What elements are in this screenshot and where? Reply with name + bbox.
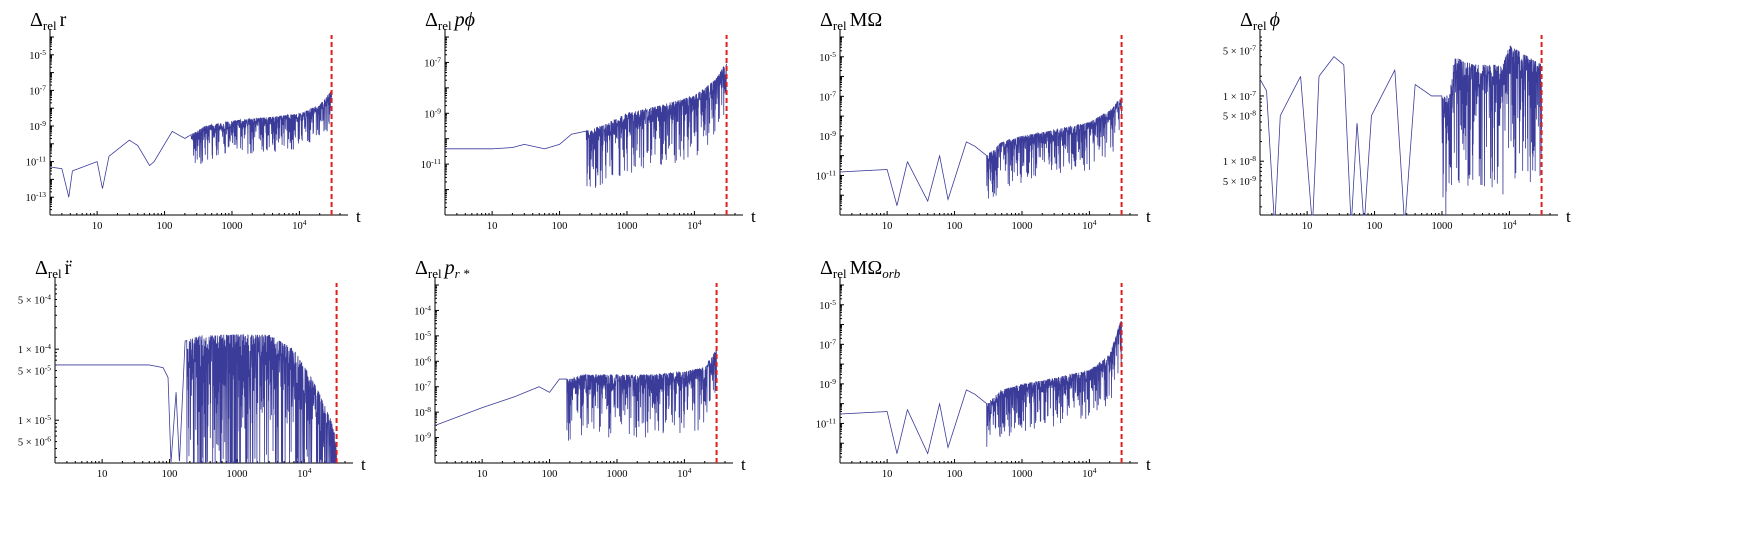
y-tick-label: 10-5	[819, 50, 836, 64]
y-tick-label: 5 × 10-9	[1223, 174, 1256, 188]
x-axis-label: t	[751, 207, 756, 226]
x-axis-label: t	[1566, 207, 1571, 226]
chart-title: Δrel ϕ	[1240, 9, 1280, 33]
chart-panel: Δrel r 10 100 1000 104 10-5 10-7 10-9 10-11 10-13 t	[10, 2, 410, 257]
chart-title: Δrel MΩorb	[820, 257, 901, 281]
y-tick-label: 1 × 10-8	[1223, 154, 1256, 168]
series-line	[1259, 45, 1542, 216]
x-tick-label: 104	[677, 466, 692, 480]
chart-svg: Δrel r 10 100 1000 104 10-5 10-7 10-9 10-11 10-13 t	[26, 9, 362, 232]
x-tick-label: 1000	[616, 221, 637, 232]
y-tick-label: 10-9	[819, 377, 836, 391]
x-tick-label: 100	[947, 469, 963, 480]
y-tick-label: 10-7	[29, 83, 46, 97]
x-tick-label: 100	[1367, 221, 1383, 232]
chart-panel: Δrel pr * 10 100 1000 104 10-4 10-5 10-6 10-7 10-8…	[395, 250, 795, 505]
x-tick-label: 1000	[1011, 469, 1032, 480]
y-tick-label: 10-11	[816, 168, 836, 182]
y-tick-label: 10-4	[414, 303, 431, 317]
y-tick-label: 10-11	[421, 157, 441, 171]
y-tick-label: 5 × 10-6	[18, 435, 51, 449]
x-tick-label: 1000	[221, 221, 242, 232]
chart-svg: Δrel r̈ 10 100 1000 104 5 × 10-4 1 × 10-4 5 × 10…	[18, 257, 366, 480]
y-tick-label: 10-7	[819, 337, 836, 351]
chart-panel: Δrel r̈ 10 100 1000 104 5 × 10-4 1 × 10-4 5 × 10…	[15, 250, 415, 505]
x-tick-label: 104	[1502, 218, 1517, 232]
y-tick-label: 10-5	[414, 329, 431, 343]
series-line	[49, 90, 332, 199]
x-tick-label: 1000	[226, 469, 247, 480]
x-tick-label: 1000	[606, 469, 627, 480]
y-tick-label: 10-7	[414, 380, 431, 394]
chart-title: Δrel pr *	[415, 257, 470, 281]
series-line	[55, 334, 337, 464]
y-tick-label: 10-6	[414, 354, 431, 368]
chart-title: Δrel MΩ	[820, 9, 882, 33]
chart-svg: Δrel pr * 10 100 1000 104 10-4 10-5 10-6 10-7 10-8…	[414, 257, 746, 480]
y-tick-label: 10-11	[816, 416, 836, 430]
y-tick-label: 10-7	[424, 55, 441, 69]
series-line	[839, 97, 1122, 207]
chart-svg: Δrel MΩ 10 100 1000 104 10-5 10-7 10-9 10-11 t	[816, 9, 1151, 232]
x-tick-label: 100	[947, 221, 963, 232]
y-tick-label: 10-5	[819, 298, 836, 312]
chart-panel: Δrel MΩorb 10 100 1000 104 10-5 10-7 10-9 10-11 t	[800, 250, 1200, 505]
x-tick-label: 1000	[1011, 221, 1032, 232]
chart-title: Δrel pϕ	[425, 9, 475, 33]
chart-svg: Δrel ϕ 10 100 1000 104 5 × 10-7 1 × 10-7 5 × 10-…	[1223, 9, 1571, 232]
x-tick-label: 100	[157, 221, 173, 232]
y-tick-label: 10-5	[29, 48, 46, 62]
x-tick-label: 100	[162, 469, 178, 480]
chart-title: Δrel r̈	[35, 257, 72, 281]
x-axis-label: t	[1146, 207, 1151, 226]
y-tick-label: 1 × 10-5	[18, 413, 51, 427]
chart-panel: Δrel ϕ 10 100 1000 104 5 × 10-7 1 × 10-7 5 × 10-…	[1220, 2, 1620, 257]
y-tick-label: 10-9	[414, 431, 431, 445]
x-tick-label: 100	[552, 221, 568, 232]
y-tick-label: 10-9	[29, 119, 46, 133]
chart-panel: Δrel MΩ 10 100 1000 104 10-5 10-7 10-9 10-11 t	[800, 2, 1200, 257]
series-line	[839, 321, 1122, 455]
x-tick-label: 10	[882, 221, 893, 232]
x-tick-label: 10	[97, 469, 108, 480]
y-tick-label: 10-9	[819, 129, 836, 143]
y-tick-label: 10-8	[414, 405, 431, 419]
x-tick-label: 104	[687, 218, 702, 232]
y-tick-label: 10-11	[26, 155, 46, 169]
chart-svg: Δrel pϕ 10 100 1000 104 10-7 10-9 10-11 t	[421, 9, 756, 232]
y-tick-label: 5 × 10-8	[1223, 109, 1256, 123]
y-tick-label: 10-7	[819, 89, 836, 103]
x-tick-label: 10	[1302, 221, 1313, 232]
x-tick-label: 10	[882, 469, 893, 480]
x-tick-label: 104	[292, 218, 307, 232]
x-axis-label: t	[741, 455, 746, 474]
series-line	[434, 350, 717, 441]
x-axis-label: t	[1146, 455, 1151, 474]
x-tick-label: 10	[477, 469, 488, 480]
y-tick-label: 10-9	[424, 106, 441, 120]
y-tick-label: 1 × 10-7	[1223, 89, 1256, 103]
x-axis-label: t	[361, 455, 366, 474]
x-tick-label: 1000	[1431, 221, 1452, 232]
y-tick-label: 1 × 10-4	[18, 342, 51, 356]
y-tick-label: 5 × 10-5	[18, 364, 51, 378]
series-line	[445, 63, 727, 188]
chart-panel: Δrel pϕ 10 100 1000 104 10-7 10-9 10-11 t	[405, 2, 805, 257]
x-tick-label: 104	[1082, 466, 1097, 480]
y-tick-label: 5 × 10-4	[18, 293, 51, 307]
x-tick-label: 100	[542, 469, 558, 480]
x-tick-label: 104	[1082, 218, 1097, 232]
x-tick-label: 10	[487, 221, 498, 232]
y-tick-label: 5 × 10-7	[1223, 43, 1256, 57]
chart-svg: Δrel MΩorb 10 100 1000 104 10-5 10-7 10-9 10-11 t	[816, 257, 1151, 480]
y-tick-label: 10-13	[26, 190, 47, 204]
x-tick-label: 104	[297, 466, 312, 480]
chart-title: Δrel r	[30, 9, 67, 33]
x-axis-label: t	[356, 207, 361, 226]
x-tick-label: 10	[92, 221, 103, 232]
